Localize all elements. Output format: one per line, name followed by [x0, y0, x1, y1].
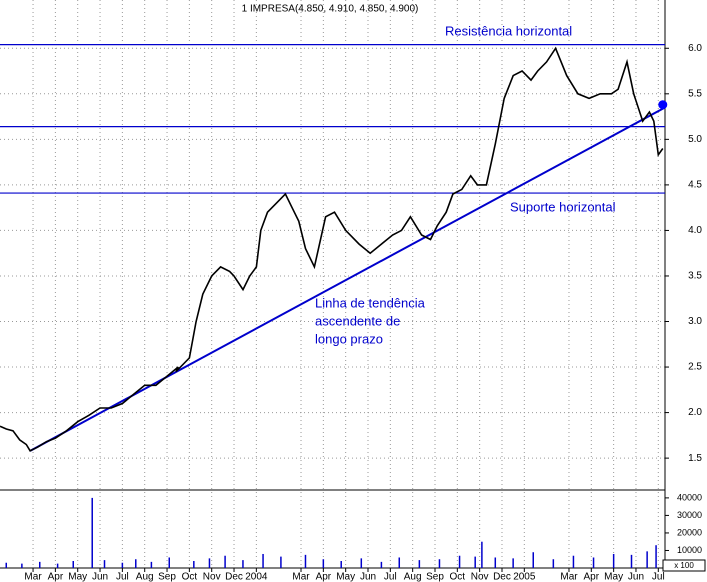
y-tick-label: 5.5 — [688, 88, 702, 99]
x-tick-label: Nov — [471, 572, 489, 582]
y-tick-label: 6.0 — [688, 43, 702, 54]
x-tick-label: Dec — [493, 572, 511, 582]
x-tick-label: Aug — [136, 572, 154, 582]
x-tick-label: Jun — [360, 572, 376, 582]
y-tick-label: 5.0 — [688, 134, 702, 145]
x-tick-label: Aug — [404, 572, 422, 582]
annotation: Suporte horizontal — [510, 199, 616, 214]
unit-box — [662, 559, 706, 572]
x-tick-label: 2005 — [513, 572, 536, 582]
price-line — [0, 46, 664, 452]
y-tick-label: 1.5 — [688, 453, 702, 464]
y-tick-label: 3.0 — [688, 316, 702, 327]
y2-tick-label: 10000 — [677, 545, 702, 555]
y2-tick-label: 20000 — [677, 527, 702, 537]
x-tick-label: Apr — [316, 572, 332, 582]
y-tick-label: 4.5 — [688, 180, 702, 191]
x-tick-label: Jul — [384, 572, 397, 582]
x-tick-label: Mar — [24, 572, 42, 582]
x-tick-label: Jun — [628, 572, 644, 582]
x-tick-label: Apr — [584, 572, 600, 582]
x-tick-label: May — [336, 572, 355, 582]
x-tick-label: Jul — [652, 572, 665, 582]
chart-title: 1 IMPRESA(4.850, 4.910, 4.850, 4.900) — [242, 4, 419, 15]
y2-tick-label: 30000 — [677, 510, 702, 520]
x-tick-label: Dec — [225, 572, 243, 582]
trendline — [29, 106, 666, 452]
x-tick-label: Nov — [203, 572, 221, 582]
annotation: ascendente de — [315, 313, 400, 328]
x-tick-label: Apr — [48, 572, 64, 582]
marker — [658, 100, 668, 110]
annotation: Resistência horizontal — [445, 23, 572, 38]
x-tick-label: Oct — [182, 572, 198, 582]
y2-tick-label: 40000 — [677, 492, 702, 502]
x-tick-label: Sep — [426, 572, 444, 582]
x-tick-label: May — [604, 572, 623, 582]
y-tick-label: 3.5 — [688, 271, 702, 282]
x-tick-label: Jul — [116, 572, 129, 582]
annotation: Linha de tendência — [315, 295, 426, 310]
y-tick-label: 4.0 — [688, 225, 702, 236]
x-tick-label: Jun — [92, 572, 108, 582]
volume-unit: x 100 — [674, 561, 694, 570]
y-tick-label: 2.5 — [688, 362, 702, 373]
annotation: longo prazo — [315, 331, 383, 346]
x-tick-label: Mar — [292, 572, 310, 582]
x-tick-label: May — [68, 572, 87, 582]
y-tick-label: 2.0 — [688, 407, 702, 418]
x-tick-label: Mar — [560, 572, 578, 582]
x-tick-label: Oct — [450, 572, 466, 582]
x-tick-label: 2004 — [245, 572, 268, 582]
x-tick-label: Sep — [158, 572, 176, 582]
